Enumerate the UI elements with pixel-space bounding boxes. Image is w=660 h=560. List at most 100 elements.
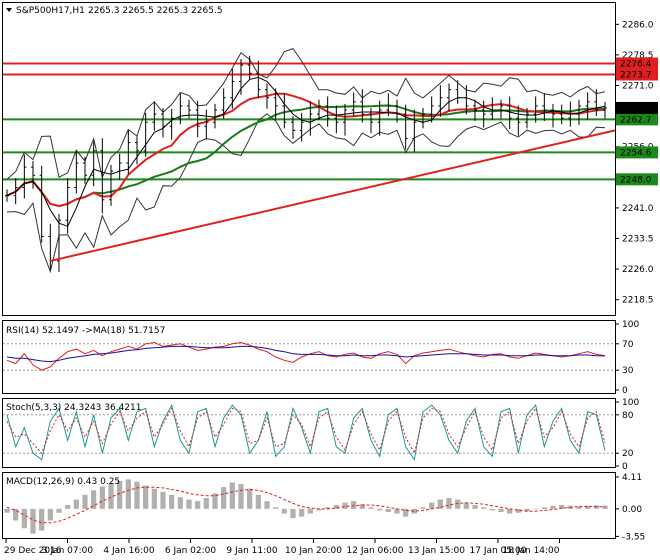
current-price-label: 2265.5 [620, 104, 652, 114]
macd-bar [13, 508, 19, 521]
macd-bar [437, 499, 443, 509]
price-tick-label: 2226.0 [622, 265, 654, 275]
macd-bar [91, 490, 97, 509]
macd-bar [273, 507, 279, 509]
stoch-tick-label: 80 [622, 411, 634, 421]
price-tick-label: 2241.0 [622, 204, 654, 214]
macd-bar [342, 502, 348, 509]
macd-bar [316, 508, 322, 511]
macd-bar [455, 499, 461, 509]
macd-bar [247, 488, 253, 509]
current-price-box [616, 101, 658, 114]
macd-bar [524, 508, 530, 512]
macd-bar [151, 488, 157, 509]
macd-bar [446, 498, 452, 509]
macd-bar [559, 504, 565, 509]
macd-bar [481, 507, 487, 509]
macd-bar [99, 486, 105, 509]
macd-bar [377, 508, 383, 511]
macd-bar [403, 508, 409, 517]
macd-bar [585, 505, 591, 509]
macd-signal-line [6, 486, 606, 524]
macd-bar [472, 504, 478, 509]
macd-bar [264, 501, 270, 509]
rsi-title: RSI(14) 52.1497 ->MA(18) 51.7157 [6, 326, 165, 336]
time-tick-label: 13 Jan 15:00 [408, 546, 465, 556]
stoch-tick-label: 100 [622, 398, 639, 408]
ma-fast-line [6, 76, 606, 227]
macd-bar [65, 504, 71, 509]
rsi-tick-label: 0 [622, 386, 628, 396]
macd-bar [489, 508, 495, 511]
macd-bar [307, 508, 313, 514]
stoch-tick-label: 20 [622, 449, 634, 459]
price-tick-label: 2218.5 [622, 296, 654, 306]
macd-bar [21, 508, 27, 529]
macd-bar [325, 507, 331, 509]
bollinger-upper [6, 48, 606, 180]
level-label: 2248.0 [620, 175, 652, 185]
level-label-box [616, 113, 658, 126]
macd-bar [593, 505, 599, 509]
macd-bar [515, 508, 521, 513]
level-label-box [616, 146, 658, 159]
macd-bar [221, 487, 227, 509]
level-label: 2273.7 [620, 70, 652, 80]
macd-bar [359, 504, 365, 509]
rsi-tick-label: 100 [622, 320, 639, 330]
header-bar: S&P500H17,H1 2265.3 2265.5 2265.3 2265.5 [6, 6, 223, 16]
macd-bar [533, 508, 539, 510]
macd-bar [463, 502, 469, 509]
macd-bar [117, 480, 123, 509]
macd-bar [177, 497, 183, 509]
macd-bar [281, 508, 287, 514]
level-label: 2262.7 [620, 115, 652, 125]
stoch-plot [3, 403, 615, 461]
time-tick-label: 4 Jan 16:00 [103, 546, 155, 556]
time-tick-label: 9 Jan 11:00 [226, 546, 278, 556]
price-levels [3, 62, 615, 181]
price-bars [5, 55, 607, 272]
macd-tick-label: 4.11 [622, 473, 642, 483]
level-label: 2276.4 [620, 59, 652, 69]
macd-bar [411, 508, 417, 514]
price-tick-label: 2271.0 [622, 82, 654, 92]
macd-panel: 4.11 0.00 -3.55 MACD(12,26,9) 0.43 0.25 [2, 472, 645, 542]
macd-bar [290, 508, 296, 519]
macd-bar [73, 499, 79, 509]
macd-bar [47, 508, 53, 521]
macd-bar [125, 479, 131, 509]
macd-title: MACD(12,26,9) 0.43 0.25 [6, 477, 120, 487]
rsi-plot [3, 341, 615, 371]
price-panel: 2286.02278.52271.02263.52256.02248.52241… [2, 2, 658, 316]
macd-bar [429, 502, 435, 509]
level-label-box [616, 68, 658, 81]
macd-bar [229, 482, 235, 509]
support-trendline [50, 129, 616, 262]
macd-bar [576, 506, 582, 509]
macd-tick-label: 0.00 [622, 505, 642, 515]
macd-y-axis: 4.11 0.00 -3.55 [615, 473, 645, 542]
rsi-panel: 100 70 30 0 RSI(14) 52.1497 ->MA(18) 51.715… [2, 320, 639, 396]
macd-bar [507, 508, 513, 514]
macd-bar [56, 508, 62, 513]
stoch-panel: 100 80 20 0 Stoch(5,3,3) 24.3243 36.4211 [2, 398, 639, 472]
time-tick-label: 17 Jan 05:00 [470, 546, 527, 556]
macd-bar [39, 508, 45, 531]
macd-bar [333, 504, 339, 509]
rsi-tick-label: 30 [622, 366, 634, 376]
rsi-y-axis: 100 70 30 0 [615, 320, 639, 396]
macd-bar [541, 507, 547, 509]
time-tick-label: 18 Jan 14:00 [503, 546, 560, 556]
macd-bar [498, 508, 504, 512]
ohlc-quote: 2265.3 2265.5 2265.3 2265.5 [88, 6, 223, 16]
stoch-tick-label: 0 [622, 462, 628, 472]
macd-bar [368, 507, 374, 509]
macd-bar [30, 508, 36, 534]
dropdown-triangle-icon[interactable] [6, 8, 12, 12]
macd-bar [169, 494, 175, 509]
rsi-tick-label: 70 [622, 340, 634, 350]
